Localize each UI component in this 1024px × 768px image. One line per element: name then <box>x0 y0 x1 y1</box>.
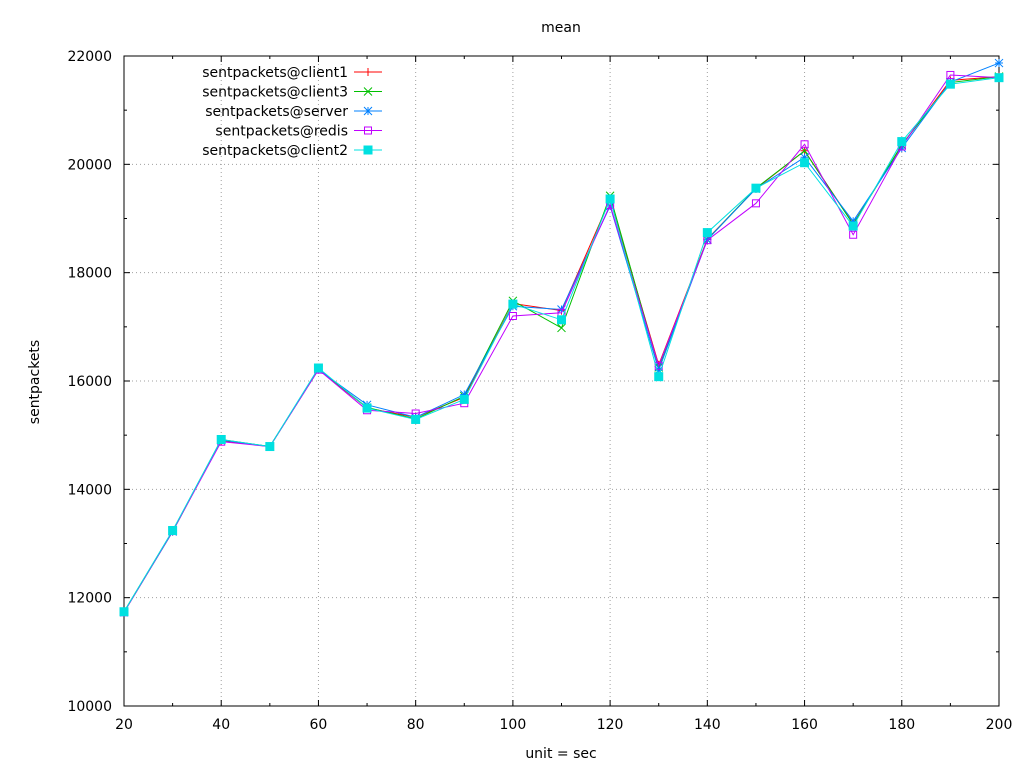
data-point <box>946 70 955 79</box>
data-point <box>994 73 1004 83</box>
data-point <box>800 152 809 162</box>
y-tick-label: 18000 <box>67 266 112 282</box>
series-sentpackets@client2 <box>119 73 1004 617</box>
y-tick-label: 14000 <box>67 482 112 498</box>
data-point <box>897 143 907 153</box>
data-point <box>605 194 615 204</box>
data-point <box>508 299 518 309</box>
data-point <box>459 390 469 399</box>
legend-label: sentpackets@client3 <box>202 85 348 101</box>
legend-label: sentpackets@client1 <box>202 65 348 81</box>
x-tick-label: 160 <box>791 717 818 733</box>
legend-marker <box>363 145 373 155</box>
x-tick-label: 80 <box>407 717 425 733</box>
x-tick-label: 20 <box>115 717 133 733</box>
legend-entry: sentpackets@client1 <box>202 65 382 81</box>
data-point <box>459 394 469 404</box>
legend-label: sentpackets@client2 <box>202 143 348 159</box>
y-axis-ticks: 10000 12000 14000 16000 18000 20000 22000 <box>67 49 999 715</box>
data-point <box>848 221 858 231</box>
y-tick-label: 12000 <box>67 591 112 607</box>
legend-marker <box>363 106 373 116</box>
y-tick-label: 10000 <box>67 699 112 715</box>
series-layer <box>119 58 1004 617</box>
legend-entry: sentpackets@client2 <box>202 143 382 159</box>
x-tick-label: 60 <box>310 717 328 733</box>
legend-marker <box>364 126 372 135</box>
x-tick-label: 100 <box>500 717 527 733</box>
legend-entry: sentpackets@client3 <box>202 85 382 101</box>
data-point <box>411 414 421 424</box>
legend-label: sentpackets@redis <box>215 124 348 140</box>
data-point <box>313 363 323 373</box>
data-point <box>945 79 955 89</box>
data-point <box>994 58 1004 68</box>
data-point <box>654 365 664 375</box>
legend-marker <box>364 68 372 76</box>
chart-title: mean <box>541 20 581 36</box>
legend-marker <box>363 87 373 96</box>
y-tick-label: 22000 <box>67 49 112 65</box>
legend-entry: sentpackets@server <box>205 104 382 120</box>
y-axis-label: sentpackets <box>27 340 43 424</box>
data-point <box>265 442 275 452</box>
data-point <box>557 315 566 325</box>
data-point <box>751 183 761 193</box>
data-point <box>362 403 372 413</box>
data-point <box>702 228 712 238</box>
x-tick-label: 140 <box>694 717 721 733</box>
data-point <box>508 312 517 320</box>
data-point <box>848 216 858 226</box>
data-point <box>557 323 566 333</box>
legend-label: sentpackets@server <box>205 104 348 120</box>
data-point <box>119 607 129 617</box>
legend-entry: sentpackets@redis <box>215 124 382 140</box>
x-axis-ticks: 20 40 60 80 100 120 140 160 180 200 <box>115 56 1012 733</box>
legend: sentpackets@client1 sentpackets@client3 se… <box>202 65 382 159</box>
x-tick-label: 120 <box>597 717 624 733</box>
y-tick-label: 20000 <box>67 157 112 173</box>
data-point <box>897 137 907 147</box>
data-point <box>800 158 810 168</box>
x-tick-label: 180 <box>888 717 915 733</box>
x-tick-label: 40 <box>212 717 230 733</box>
x-tick-label: 200 <box>986 717 1013 733</box>
x-axis-label: unit = sec <box>525 746 596 762</box>
data-point <box>654 372 664 382</box>
data-point <box>800 140 809 149</box>
data-point <box>751 199 760 208</box>
data-point <box>168 526 178 535</box>
y-tick-label: 16000 <box>67 374 112 390</box>
data-point <box>216 435 226 444</box>
data-point <box>849 230 858 239</box>
